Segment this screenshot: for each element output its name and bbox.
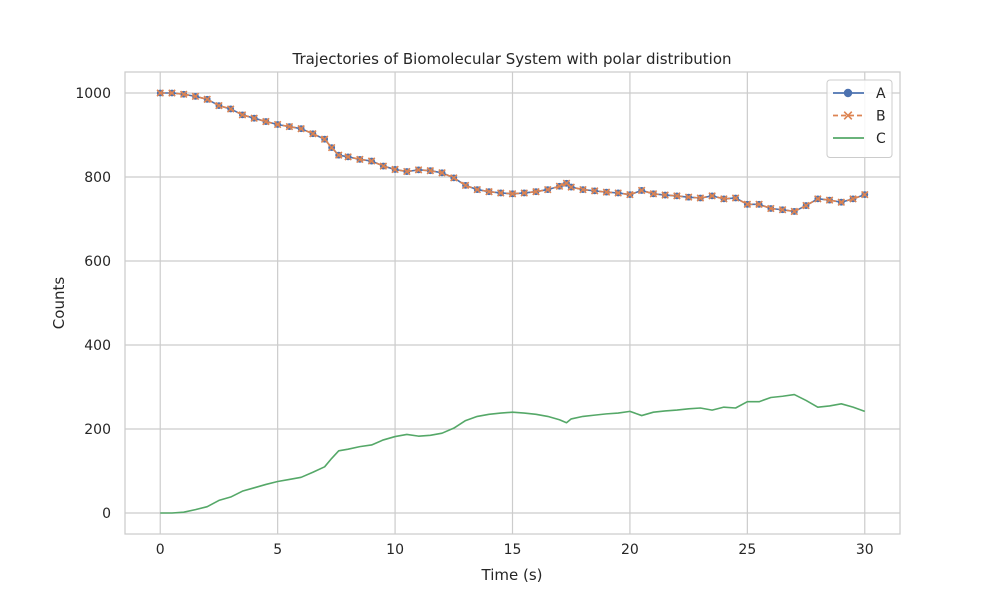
data-point bbox=[297, 124, 305, 133]
data-point bbox=[790, 207, 799, 216]
data-point bbox=[543, 185, 552, 194]
data-point bbox=[696, 194, 705, 202]
data-point bbox=[250, 114, 258, 122]
x-tick-label: 0 bbox=[156, 542, 165, 558]
legend-label: B bbox=[876, 109, 886, 125]
data-point bbox=[567, 183, 575, 191]
data-point bbox=[391, 165, 399, 174]
data-point bbox=[238, 111, 247, 119]
y-tick-label: 200 bbox=[84, 422, 111, 438]
data-point bbox=[485, 187, 493, 196]
data-point bbox=[438, 169, 446, 177]
data-point bbox=[602, 188, 611, 196]
y-tick-label: 800 bbox=[84, 170, 111, 186]
data-point bbox=[778, 205, 787, 214]
data-point bbox=[461, 181, 470, 190]
data-point bbox=[590, 187, 599, 195]
plot-frame bbox=[124, 71, 901, 535]
data-point bbox=[262, 117, 270, 126]
data-point bbox=[426, 166, 435, 175]
data-point bbox=[579, 185, 587, 194]
data-point bbox=[327, 143, 336, 152]
data-point bbox=[837, 198, 846, 206]
series-b bbox=[156, 89, 869, 216]
x-axis-title: Time (s) bbox=[481, 566, 543, 584]
x-axis-ticks: 0 5 10 15 20 25 30 bbox=[156, 542, 874, 558]
legend-marker bbox=[843, 88, 853, 98]
data-point bbox=[825, 196, 834, 204]
series-c bbox=[160, 393, 866, 514]
x-tick-label: 15 bbox=[504, 542, 522, 558]
data-point bbox=[215, 101, 223, 110]
y-axis-ticks: 0 200 400 600 800 1000 bbox=[75, 86, 111, 522]
data-point bbox=[684, 193, 693, 201]
legend: ABC bbox=[826, 79, 893, 158]
legend-label: C bbox=[876, 131, 886, 147]
data-point bbox=[309, 129, 317, 138]
data-point bbox=[450, 174, 458, 182]
data-point bbox=[273, 120, 282, 129]
x-tick-label: 20 bbox=[621, 542, 639, 558]
x-tick-label: 10 bbox=[386, 542, 404, 558]
data-point bbox=[179, 90, 188, 99]
data-point bbox=[767, 204, 775, 213]
data-point bbox=[743, 200, 752, 209]
data-point bbox=[802, 201, 810, 210]
data-point bbox=[626, 190, 634, 199]
data-point bbox=[203, 95, 211, 104]
y-tick-label: 600 bbox=[84, 254, 111, 270]
data-point bbox=[285, 122, 294, 131]
x-tick-label: 25 bbox=[738, 542, 756, 558]
data-point bbox=[814, 195, 822, 203]
data-point bbox=[414, 166, 423, 174]
series-b-line bbox=[160, 92, 866, 213]
series-b-markers bbox=[156, 89, 869, 216]
grid bbox=[125, 72, 900, 534]
legend-label: A bbox=[876, 86, 886, 102]
data-point bbox=[755, 200, 763, 209]
data-point bbox=[861, 190, 869, 199]
data-point bbox=[403, 167, 411, 176]
legend-item-a: A bbox=[833, 86, 886, 102]
data-point bbox=[367, 157, 376, 165]
legend-item-b: B bbox=[833, 109, 886, 125]
data-point bbox=[649, 190, 658, 198]
data-point bbox=[168, 89, 176, 97]
data-point bbox=[356, 155, 364, 164]
data-point bbox=[191, 92, 200, 101]
data-point bbox=[532, 187, 540, 196]
series-c-line bbox=[160, 393, 866, 514]
data-point bbox=[379, 162, 388, 170]
y-tick-label: 0 bbox=[102, 506, 111, 522]
data-point bbox=[344, 153, 352, 161]
data-point bbox=[614, 189, 622, 197]
data-point bbox=[520, 189, 529, 197]
data-point bbox=[708, 192, 716, 200]
data-point bbox=[555, 182, 564, 191]
y-tick-label: 400 bbox=[84, 338, 111, 354]
y-tick-label: 1000 bbox=[75, 86, 111, 102]
data-point bbox=[156, 89, 164, 97]
legend-marker bbox=[843, 111, 853, 120]
x-tick-label: 5 bbox=[273, 542, 282, 558]
chart-title: Trajectories of Biomolecular System with… bbox=[291, 50, 731, 68]
data-point bbox=[320, 135, 329, 143]
data-point bbox=[731, 194, 740, 202]
x-tick-label: 30 bbox=[856, 542, 874, 558]
data-point bbox=[226, 105, 235, 113]
y-axis-title: Counts bbox=[50, 277, 68, 330]
data-point bbox=[508, 190, 517, 198]
legend-item-c: C bbox=[833, 131, 886, 147]
data-point bbox=[334, 151, 343, 159]
data-point bbox=[673, 192, 681, 200]
data-point bbox=[720, 195, 728, 203]
data-point bbox=[637, 186, 646, 195]
data-point bbox=[473, 185, 482, 194]
series-layer bbox=[156, 89, 869, 514]
data-point bbox=[496, 189, 505, 197]
data-point bbox=[661, 191, 669, 199]
data-point bbox=[849, 195, 857, 203]
